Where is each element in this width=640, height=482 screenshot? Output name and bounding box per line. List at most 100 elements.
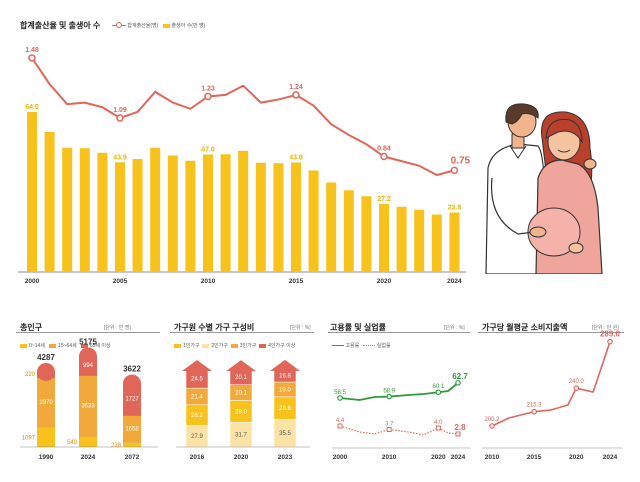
pop-bar-1990-0 xyxy=(37,427,55,447)
emp-label-2024: 62.7 xyxy=(452,372,468,381)
rate-point-2010 xyxy=(204,92,212,101)
legend-rate-marker xyxy=(112,22,126,29)
birth-bar-2006 xyxy=(132,159,143,272)
pop-x-2072: 2072 xyxy=(125,454,140,461)
emp-legend-0: 고용률 xyxy=(345,343,360,349)
hh-legend-0: 1인가구 xyxy=(183,343,200,349)
pop-unit: [단위 : 만 명] xyxy=(104,325,131,331)
rate-label-2005: 1.09 xyxy=(113,107,127,114)
hh-unit: [단위 : %] xyxy=(290,325,311,331)
cons-x-2024: 2024 xyxy=(603,454,618,461)
birth-label-2020: 27.2 xyxy=(377,196,391,203)
hh-roof-2016 xyxy=(182,360,212,371)
emp-rule xyxy=(328,332,470,333)
cons-point-2015 xyxy=(531,408,537,415)
birth-bar-2000 xyxy=(27,112,37,272)
hh-value-2016-3: 24.5 xyxy=(191,377,203,383)
pop-legend-0: 0~14세 xyxy=(29,343,45,349)
pop-value-2072-2: 1727 xyxy=(125,397,139,403)
birth-bar-2005 xyxy=(115,162,125,272)
rate-point-2005 xyxy=(116,114,124,122)
birth-label-2010: 47.0 xyxy=(201,147,215,154)
hh-value-2023-3: 16.8 xyxy=(279,373,291,379)
unemp-point-2010 xyxy=(386,427,392,432)
emp-label-2010: 58.9 xyxy=(383,389,395,395)
emp-point-2024 xyxy=(455,380,461,386)
birth-bar-2002 xyxy=(62,147,73,272)
pop-head-2072 xyxy=(123,374,141,393)
pop-value-2024-2: 994 xyxy=(83,363,94,369)
pop-legend-2: 65세 이상 xyxy=(89,343,111,349)
pop-value-1990-0: 1097 xyxy=(22,435,36,441)
main-chart-title: 합계출산율 및 출생아 수 xyxy=(20,21,101,30)
cons-title: 가구당 월평균 소비지출액 xyxy=(482,323,568,332)
pop-title: 총인구 xyxy=(20,323,43,332)
pop-bar-2024-0 xyxy=(79,437,97,447)
x-tick-2020: 2020 xyxy=(377,278,392,285)
unemp-line xyxy=(339,425,459,436)
unemp-point-2020 xyxy=(435,425,441,431)
birth-label-2024: 23.8 xyxy=(448,205,462,212)
hh-value-2020-3: 20.1 xyxy=(235,375,247,381)
birth-bar-2020 xyxy=(379,204,389,272)
pop-bar-2072-0 xyxy=(123,442,141,447)
emp-x-2010: 2010 xyxy=(382,454,397,461)
unemp-point-2024 xyxy=(455,431,461,437)
birth-bar-2015 xyxy=(291,162,301,272)
pop-head-1990 xyxy=(37,362,55,381)
rate-label-2000: 1.48 xyxy=(25,47,39,54)
hh-rule xyxy=(170,332,314,333)
cons-point-2024 xyxy=(607,338,613,345)
rate-label-2020: 0.84 xyxy=(377,146,391,153)
rate-point-2000 xyxy=(28,54,36,62)
cons-x-2015: 2015 xyxy=(527,454,542,461)
birth-label-2000: 64.0 xyxy=(25,104,39,111)
pop-value-2072-0: 238 xyxy=(111,443,122,449)
hh-x-2016: 2016 xyxy=(190,454,205,461)
emp-point-2000 xyxy=(337,395,343,401)
x-tick-2005: 2005 xyxy=(113,278,128,285)
rate-label-2024: 0.75 xyxy=(451,155,471,166)
hh-value-2016-2: 21.4 xyxy=(191,394,203,400)
hh-x-2020: 2020 xyxy=(234,454,249,461)
pop-total-1990: 4287 xyxy=(37,353,55,362)
pop-bar-2072-1 xyxy=(123,413,141,443)
birth-bar-2022 xyxy=(414,209,425,272)
cons-point-2020 xyxy=(573,385,580,391)
birth-bar-2019 xyxy=(361,196,372,272)
legend-births-label: 출생아 수(만 명) xyxy=(171,23,206,29)
unemp-label-2010: 3.7 xyxy=(385,422,394,428)
birth-bar-2003 xyxy=(79,148,90,272)
emp-legend-marker-0 xyxy=(332,345,344,347)
rate-point-2020 xyxy=(380,152,388,161)
emp-x-2000: 2000 xyxy=(333,454,348,461)
emp-legend: 고용률 실업률 xyxy=(332,342,391,349)
emp-line xyxy=(339,382,459,401)
hh-value-2020-1: 28.0 xyxy=(235,409,247,415)
birth-bar-2008 xyxy=(167,155,178,272)
pop-x-2024: 2024 xyxy=(81,454,96,461)
pop-total-2072: 3622 xyxy=(123,365,141,374)
x-tick-2000: 2000 xyxy=(25,278,40,285)
cons-x-2010: 2010 xyxy=(485,454,500,461)
hh-legend-3: 4인가구 이상 xyxy=(268,343,296,349)
pop-value-2024-1: 3633 xyxy=(81,404,95,410)
cons-point-2010 xyxy=(489,423,495,429)
birth-bar-2004 xyxy=(97,152,108,272)
emp-point-2010 xyxy=(386,393,392,400)
birth-bar-2001 xyxy=(44,132,55,272)
unemp-label-2020: 4.0 xyxy=(434,420,443,426)
hh-value-2020-0: 31.7 xyxy=(235,433,247,439)
cons-label-2024: 289.0 xyxy=(600,330,621,339)
unemp-point-2000 xyxy=(337,423,343,429)
birth-bar-2021 xyxy=(396,206,407,272)
unemp-label-2024: 2.8 xyxy=(454,423,466,432)
hh-value-2016-1: 26.2 xyxy=(191,413,203,419)
cons-label-2015: 215.3 xyxy=(527,403,543,409)
legend-births-swatch xyxy=(162,23,170,28)
pop-x-1990: 1990 xyxy=(39,454,54,461)
x-tick-2024: 2024 xyxy=(447,278,462,285)
